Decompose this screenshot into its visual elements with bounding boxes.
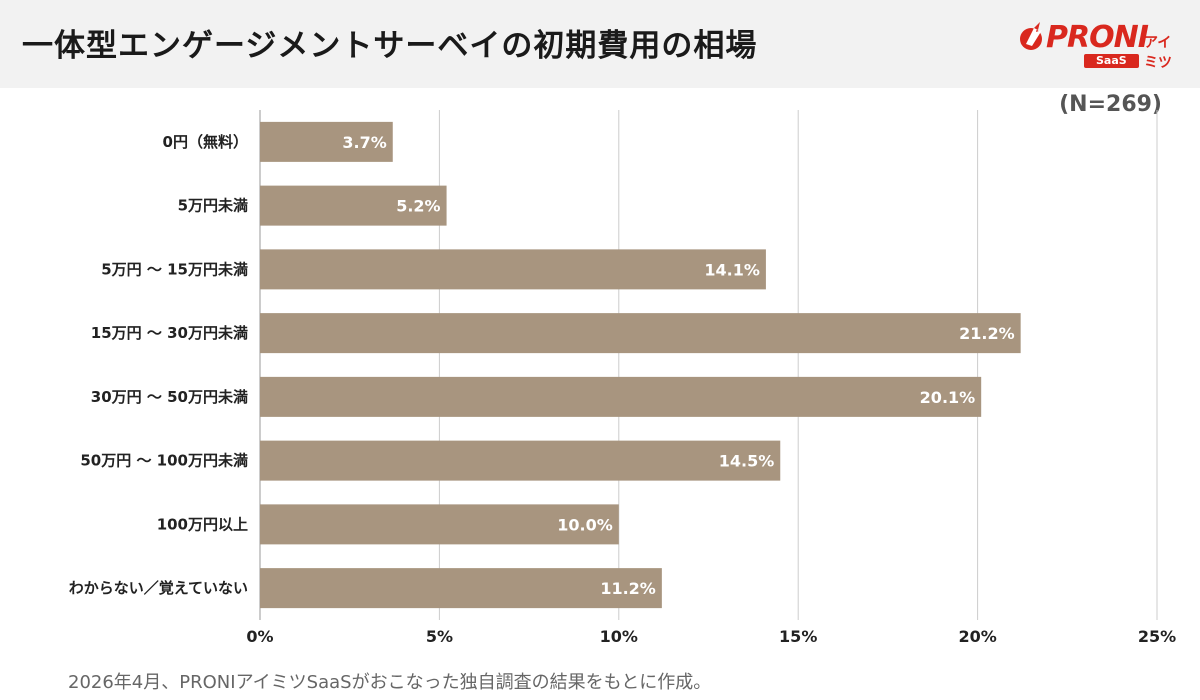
bar: [260, 376, 982, 417]
value-label: 3.7%: [342, 133, 386, 152]
bar: [260, 185, 447, 226]
source-note: 2026年4月、PRONIアイミツSaaSがおこなった独自調査の結果をもとに作成…: [68, 672, 712, 693]
x-tick-label: 0%: [246, 627, 273, 646]
x-tick-label: 5%: [426, 627, 453, 646]
x-tick-label: 15%: [779, 627, 817, 646]
category-label: 0円（無料）: [163, 133, 248, 151]
category-label: 50万円 〜 100万円未満: [80, 452, 248, 470]
logo-mark-icon: [1020, 22, 1042, 50]
bar: [260, 313, 1021, 354]
value-label: 10.0%: [557, 515, 613, 534]
value-label: 14.5%: [719, 452, 775, 471]
bar: [260, 568, 662, 609]
bar: [260, 249, 766, 290]
x-tick-label: 25%: [1138, 627, 1176, 646]
header-bar: 一体型エンゲージメントサーベイの初期費用の相場 PRONI アイミツ SaaS: [0, 0, 1200, 88]
sample-size: (N=269): [1059, 92, 1162, 117]
category-label: わからない／覚えていない: [69, 579, 248, 597]
bar: [260, 504, 619, 545]
category-label: 5万円未満: [178, 197, 248, 215]
x-tick-label: 20%: [958, 627, 996, 646]
x-tick-label: 10%: [600, 627, 638, 646]
logo-sub: アイミツ: [1144, 35, 1172, 71]
category-label: 15万円 〜 30万円未満: [91, 324, 248, 342]
value-label: 20.1%: [920, 388, 976, 407]
value-label: 21.2%: [959, 324, 1015, 343]
value-label: 14.1%: [704, 260, 760, 279]
bar: [260, 440, 781, 481]
value-label: 11.2%: [600, 579, 656, 598]
category-label: 30万円 〜 50万円未満: [91, 388, 248, 406]
brand-logo: PRONI アイミツ SaaS: [1018, 18, 1178, 71]
logo-name: PRONI: [1046, 20, 1149, 55]
bar: [260, 121, 393, 162]
value-label: 5.2%: [396, 197, 440, 216]
logo-badge: SaaS: [1084, 54, 1139, 68]
category-label: 100万円以上: [157, 515, 248, 533]
page-title: 一体型エンゲージメントサーベイの初期費用の相場: [22, 28, 758, 64]
category-label: 5万円 〜 15万円未満: [101, 260, 248, 278]
